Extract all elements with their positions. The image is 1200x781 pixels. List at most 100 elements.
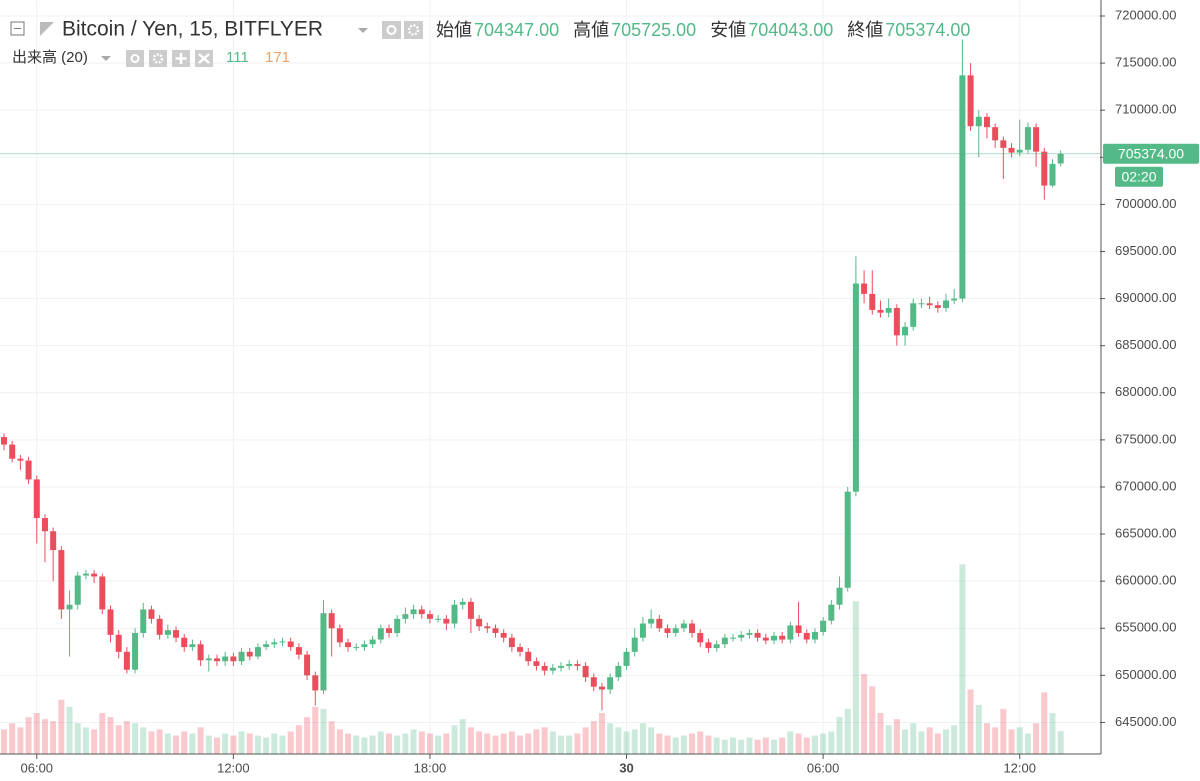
- volume-bar: [787, 731, 794, 754]
- candle-body: [926, 303, 933, 306]
- candle-body: [697, 632, 704, 643]
- y-tick-label: 695000.00: [1115, 243, 1176, 258]
- volume-bar: [123, 721, 130, 754]
- candle-body: [664, 628, 671, 633]
- volume-bar: [820, 733, 827, 754]
- x-tick-label: 30: [619, 760, 633, 775]
- candle-body: [50, 531, 57, 551]
- eye-icon: [130, 54, 140, 63]
- candle-body: [336, 628, 343, 643]
- volume-bar: [648, 727, 655, 754]
- dropdown-arrow[interactable]: [358, 28, 368, 33]
- volume-bar: [951, 725, 958, 754]
- volume-bar: [738, 739, 745, 754]
- candle-body: [402, 614, 409, 619]
- candle-body: [893, 308, 900, 336]
- volume-bar: [148, 731, 155, 754]
- volume-bar: [476, 731, 483, 754]
- candle-body: [828, 604, 835, 621]
- candle-body: [803, 632, 810, 640]
- candle-body: [721, 637, 728, 645]
- eye-button[interactable]: [126, 50, 144, 67]
- candle-body: [115, 634, 122, 652]
- candle-body: [148, 609, 155, 619]
- candle-body: [33, 479, 40, 519]
- candle-body: [263, 644, 270, 648]
- volume-bar: [500, 733, 507, 754]
- candle-body: [811, 632, 818, 640]
- candle-body: [869, 293, 876, 310]
- candle-body: [1049, 163, 1056, 186]
- candle-body: [418, 609, 425, 615]
- plus-icon: [175, 53, 187, 64]
- volume-bar: [492, 735, 499, 754]
- candle-body: [181, 637, 188, 648]
- ohlc-value: 705725.00: [611, 20, 696, 40]
- candle-body: [82, 573, 89, 576]
- candle-body: [9, 444, 16, 459]
- volume-bar: [844, 708, 851, 754]
- volume-bar: [574, 733, 581, 754]
- volume-bar: [508, 731, 515, 754]
- candle-body: [304, 654, 311, 676]
- candle-body: [58, 550, 65, 610]
- chart-title: Bitcoin / Yen, 15, BITFLYER: [62, 18, 323, 41]
- countdown-label: 02:20: [1121, 168, 1156, 184]
- volume-bar: [295, 725, 302, 754]
- volume-legend-label: 出来高 (20): [12, 49, 88, 66]
- volume-bar: [746, 737, 753, 754]
- volume-bar: [17, 727, 24, 754]
- candle-body: [689, 623, 696, 633]
- candle-body: [1000, 140, 1007, 148]
- volume-bar: [443, 733, 450, 754]
- candle-body: [1057, 153, 1064, 164]
- symbol-flag: [40, 22, 54, 36]
- ohlc-value: 704043.00: [748, 20, 833, 40]
- volume-bar: [115, 725, 122, 754]
- candle-body: [918, 303, 925, 305]
- candle-body: [934, 305, 941, 309]
- volume-bar: [656, 733, 663, 754]
- volume-bar: [770, 739, 777, 754]
- eye-button[interactable]: [382, 21, 401, 39]
- volume-bar: [713, 737, 720, 754]
- ohlc-value: 705374.00: [885, 20, 970, 40]
- collapse-icon[interactable]: [10, 21, 25, 36]
- volume-bar: [959, 564, 966, 754]
- candle-body: [426, 614, 433, 619]
- candle-body: [66, 604, 73, 610]
- volume-bar: [320, 708, 327, 754]
- candle-body: [861, 283, 868, 294]
- volume-bar: [459, 719, 466, 754]
- candle-body: [525, 651, 532, 662]
- volume-bar: [1000, 708, 1007, 754]
- candle-body: [287, 641, 294, 648]
- volume-bar: [836, 717, 843, 754]
- volume-bar: [181, 731, 188, 754]
- candle-body: [394, 618, 401, 633]
- countdown-tag: [1115, 166, 1163, 187]
- candle-body: [639, 623, 646, 638]
- candle-body: [746, 632, 753, 635]
- volume-bar: [795, 733, 802, 754]
- volume-bar: [918, 731, 925, 754]
- volume-bar: [238, 731, 245, 754]
- volume-bar: [205, 735, 212, 754]
- settings-button[interactable]: [149, 50, 167, 67]
- volume-bar: [754, 739, 761, 754]
- candle-body: [885, 308, 892, 313]
- volume-bar: [525, 733, 532, 754]
- candle-body: [279, 641, 286, 643]
- volume-bar: [25, 717, 32, 754]
- settings-button[interactable]: [404, 21, 423, 39]
- y-tick-label: 655000.00: [1115, 620, 1176, 635]
- volume-bar: [222, 733, 229, 754]
- volume-bar: [1, 729, 8, 754]
- volume-bar: [361, 737, 368, 754]
- candle-body: [312, 675, 319, 691]
- volume-bar: [893, 719, 900, 754]
- dropdown-arrow[interactable]: [101, 56, 111, 61]
- volume-bar: [74, 723, 81, 754]
- last-price-tag: [1103, 143, 1199, 164]
- volume-bar: [967, 689, 974, 754]
